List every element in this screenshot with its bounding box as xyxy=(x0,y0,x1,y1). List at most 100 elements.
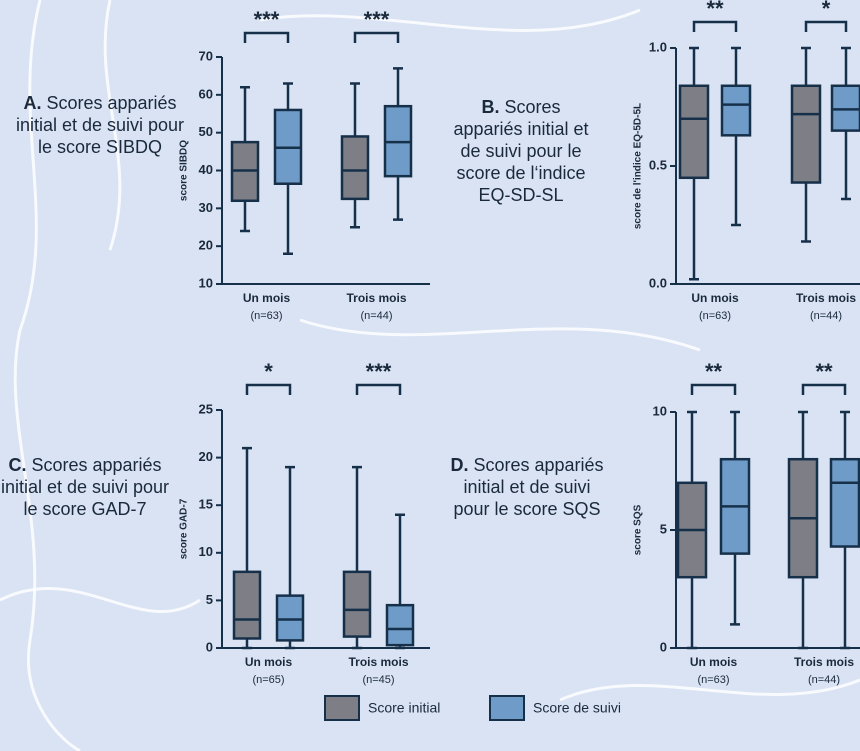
x-tick-label: Un mois xyxy=(690,655,738,669)
figure: score SIBDQ10203040506070Un mois(n=63)**… xyxy=(0,0,860,751)
significance-bracket xyxy=(355,33,398,43)
y-tick-label: 5 xyxy=(206,592,213,607)
upper-whisker xyxy=(352,467,362,572)
upper-whisker xyxy=(240,87,250,142)
y-tick-label: 30 xyxy=(199,200,213,215)
upper-whisker xyxy=(689,48,699,86)
lower-whisker xyxy=(730,554,740,625)
significance-label: ** xyxy=(706,0,724,21)
significance-label: ** xyxy=(815,359,833,384)
y-tick-label: 0.0 xyxy=(649,275,667,290)
upper-whisker xyxy=(731,48,741,86)
x-tick-note: (n=65) xyxy=(252,674,284,686)
significance-bracket xyxy=(357,385,400,395)
panel-caption: B. Scores appariés initial et de suivi p… xyxy=(448,96,594,206)
y-tick-label: 15 xyxy=(199,497,213,512)
lower-whisker xyxy=(352,637,362,648)
box xyxy=(722,86,750,136)
significance-label: *** xyxy=(254,7,280,32)
legend-swatch xyxy=(325,696,359,720)
y-tick-label: 10 xyxy=(199,275,213,290)
caption-text: Scores appariés initial et de suivi pour… xyxy=(1,455,169,519)
significance-label: *** xyxy=(366,359,392,384)
upper-whisker xyxy=(840,412,850,459)
upper-whisker xyxy=(798,412,808,459)
panel-caption: A. Scores appariés initial et de suivi p… xyxy=(12,92,188,158)
upper-whisker xyxy=(242,448,252,572)
x-tick-label: Trois mois xyxy=(796,291,856,305)
x-tick-note: (n=44) xyxy=(808,674,840,686)
box xyxy=(387,605,413,645)
y-tick-label: 60 xyxy=(199,86,213,101)
lower-whisker xyxy=(350,199,360,227)
caption-letter: C. xyxy=(8,455,26,475)
caption-letter: D. xyxy=(450,455,468,475)
upper-whisker xyxy=(730,412,740,459)
lower-whisker xyxy=(840,547,850,648)
upper-whisker xyxy=(801,48,811,86)
upper-whisker xyxy=(285,467,295,596)
significance-bracket xyxy=(692,385,735,395)
upper-whisker xyxy=(283,83,293,109)
x-tick-label: Un mois xyxy=(691,291,739,305)
y-tick-label: 70 xyxy=(199,48,213,63)
legend-label: Score initial xyxy=(368,700,440,716)
significance-bracket xyxy=(806,22,846,32)
x-tick-note: (n=44) xyxy=(360,310,392,322)
x-tick-label: Trois mois xyxy=(348,655,408,669)
y-tick-label: 5 xyxy=(660,521,667,536)
y-tick-label: 0.5 xyxy=(649,157,667,172)
lower-whisker xyxy=(393,176,403,220)
lower-whisker xyxy=(283,184,293,254)
caption-letter: A. xyxy=(23,93,41,113)
box xyxy=(792,86,820,183)
significance-bracket xyxy=(694,22,736,32)
significance-bracket xyxy=(245,33,288,43)
box xyxy=(831,459,859,546)
significance-bracket xyxy=(803,385,845,395)
significance-label: * xyxy=(822,0,831,21)
upper-whisker xyxy=(841,48,851,86)
lower-whisker xyxy=(798,577,808,648)
y-axis-title: score de l'indice EQ-5D-5L xyxy=(633,103,644,229)
significance-label: *** xyxy=(364,7,390,32)
x-tick-label: Trois mois xyxy=(346,291,406,305)
x-tick-note: (n=63) xyxy=(250,310,282,322)
y-tick-label: 0 xyxy=(206,639,213,654)
y-tick-label: 20 xyxy=(199,449,213,464)
lower-whisker xyxy=(731,135,741,225)
x-tick-label: Trois mois xyxy=(794,655,854,669)
upper-whisker xyxy=(395,515,405,605)
box xyxy=(277,596,303,641)
x-tick-label: Un mois xyxy=(243,291,291,305)
lower-whisker xyxy=(841,131,851,199)
upper-whisker xyxy=(350,83,360,136)
lower-whisker xyxy=(689,178,699,279)
upper-whisker xyxy=(687,412,697,483)
y-tick-label: 40 xyxy=(199,162,213,177)
significance-label: ** xyxy=(705,359,723,384)
panel-caption: C. Scores appariés initial et de suivi p… xyxy=(0,454,170,520)
box xyxy=(344,572,370,637)
caption-text: Scores appariés initial et de suivi pour… xyxy=(16,93,184,157)
box xyxy=(680,86,708,178)
significance-bracket xyxy=(247,385,290,395)
caption-text: Scores appariés initial et de suivi pour… xyxy=(453,455,603,519)
y-tick-label: 0 xyxy=(660,639,667,654)
legend-label: Score de suivi xyxy=(533,700,621,716)
upper-whisker xyxy=(393,68,403,106)
y-tick-label: 50 xyxy=(199,124,213,139)
x-tick-label: Un mois xyxy=(245,655,293,669)
lower-whisker xyxy=(242,638,252,648)
lower-whisker xyxy=(687,577,697,648)
panel-caption: D. Scores appariés initial et de suivi p… xyxy=(446,454,608,520)
y-tick-label: 25 xyxy=(199,401,213,416)
y-tick-label: 10 xyxy=(653,403,667,418)
y-axis-title: score SQS xyxy=(633,504,644,555)
x-tick-note: (n=63) xyxy=(699,310,731,322)
legend-swatch xyxy=(490,696,524,720)
y-tick-label: 10 xyxy=(199,544,213,559)
box xyxy=(234,572,260,639)
caption-letter: B. xyxy=(481,97,499,117)
x-tick-note: (n=44) xyxy=(810,310,842,322)
